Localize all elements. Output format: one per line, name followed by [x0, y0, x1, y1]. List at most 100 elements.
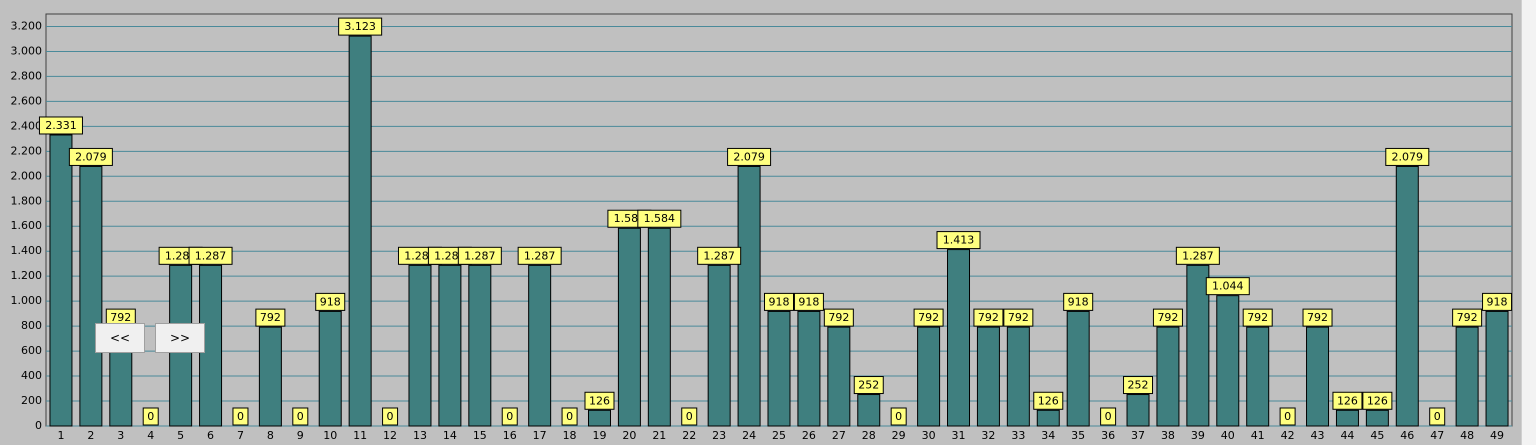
x-tick-label: 36 [1101, 429, 1115, 442]
x-tick-label: 17 [533, 429, 547, 442]
prev-button[interactable]: << [95, 323, 145, 353]
value-label-box [142, 407, 159, 426]
y-tick-label: 3.000 [11, 44, 43, 57]
value-label-box [517, 246, 562, 265]
y-tick-label: 800 [21, 319, 42, 332]
y-tick-label: 3.200 [11, 19, 43, 32]
value-label-box [188, 246, 233, 265]
value-label: 0 [1284, 410, 1291, 423]
bar [408, 264, 432, 427]
bar [827, 326, 851, 427]
value-label-box [501, 407, 518, 426]
value-label: 792 [1307, 311, 1328, 324]
value-label-box [1175, 246, 1220, 265]
x-tick-label: 13 [413, 429, 427, 442]
value-label: 792 [1247, 311, 1268, 324]
value-label: 918 [1487, 295, 1508, 308]
value-label-box [1123, 376, 1154, 395]
y-tick-label: 2.600 [11, 94, 43, 107]
value-label: 126 [589, 394, 610, 407]
bar [1126, 394, 1150, 427]
x-tick-label: 42 [1281, 429, 1295, 442]
x-tick-label: 40 [1221, 429, 1235, 442]
x-tick-label: 47 [1430, 429, 1444, 442]
value-label: 1.287 [404, 249, 436, 262]
value-label-box [232, 407, 249, 426]
value-label-box [38, 116, 83, 135]
value-label-box [936, 231, 981, 250]
x-tick-label: 46 [1400, 429, 1414, 442]
x-tick-label: 29 [892, 429, 906, 442]
x-tick-label: 23 [712, 429, 726, 442]
value-label-box [1452, 308, 1483, 327]
x-tick-label: 20 [622, 429, 636, 442]
value-label-box [584, 391, 615, 410]
value-label: 0 [1105, 410, 1112, 423]
x-tick-label: 21 [652, 429, 666, 442]
value-label: 2.079 [75, 150, 107, 163]
x-tick-label: 34 [1041, 429, 1055, 442]
value-label: 0 [147, 410, 154, 423]
x-tick-label: 4 [147, 429, 154, 442]
bar [1365, 409, 1389, 427]
value-label: 1.287 [464, 249, 496, 262]
bar [1036, 409, 1060, 427]
scrollbar[interactable] [1521, 0, 1536, 445]
value-label: 792 [978, 311, 999, 324]
value-label: 0 [297, 410, 304, 423]
value-label-box [1205, 277, 1250, 296]
x-tick-label: 25 [772, 429, 786, 442]
value-label-box [823, 308, 854, 327]
y-tick-label: 1.800 [11, 194, 43, 207]
value-label-box [1003, 308, 1034, 327]
value-label-box [913, 308, 944, 327]
value-label: 0 [1434, 410, 1441, 423]
bar [587, 409, 611, 427]
value-label: 0 [237, 410, 244, 423]
value-label-box [382, 407, 399, 426]
bar [1395, 165, 1419, 427]
value-label-box [338, 17, 383, 36]
x-tick-label: 30 [922, 429, 936, 442]
x-tick-label: 27 [832, 429, 846, 442]
next-button[interactable]: >> [155, 323, 205, 353]
x-tick-label: 7 [237, 429, 244, 442]
value-label: 792 [110, 311, 131, 324]
x-tick-label: 28 [862, 429, 876, 442]
value-label-box [1100, 407, 1117, 426]
value-label-box [727, 147, 772, 166]
x-tick-label: 33 [1011, 429, 1025, 442]
y-tick-label: 400 [21, 369, 42, 382]
value-label-box [1385, 147, 1430, 166]
bar [976, 326, 1000, 427]
value-label: 792 [1157, 311, 1178, 324]
value-label-box [637, 209, 682, 228]
x-tick-label: 5 [177, 429, 184, 442]
bar [1485, 310, 1509, 427]
value-label: 1.287 [165, 249, 197, 262]
x-tick-label: 3 [117, 429, 124, 442]
x-tick-label: 1 [57, 429, 64, 442]
x-tick-label: 14 [443, 429, 457, 442]
value-label: 1.287 [703, 249, 735, 262]
value-label-box [292, 407, 309, 426]
value-label-box [561, 407, 578, 426]
x-tick-label: 12 [383, 429, 397, 442]
value-label: 1.044 [1212, 280, 1244, 293]
y-tick-label: 2.200 [11, 144, 43, 157]
bar [1156, 326, 1180, 427]
x-tick-label: 39 [1191, 429, 1205, 442]
y-tick-label: 200 [21, 394, 42, 407]
x-tick-label: 2 [87, 429, 94, 442]
value-label: 1.287 [524, 249, 556, 262]
value-label-box [793, 292, 824, 311]
bar [737, 165, 761, 427]
bar [797, 310, 821, 427]
value-label: 0 [895, 410, 902, 423]
bar [79, 165, 103, 427]
x-tick-label: 24 [742, 429, 756, 442]
value-label-box [890, 407, 907, 426]
x-tick-label: 11 [353, 429, 367, 442]
